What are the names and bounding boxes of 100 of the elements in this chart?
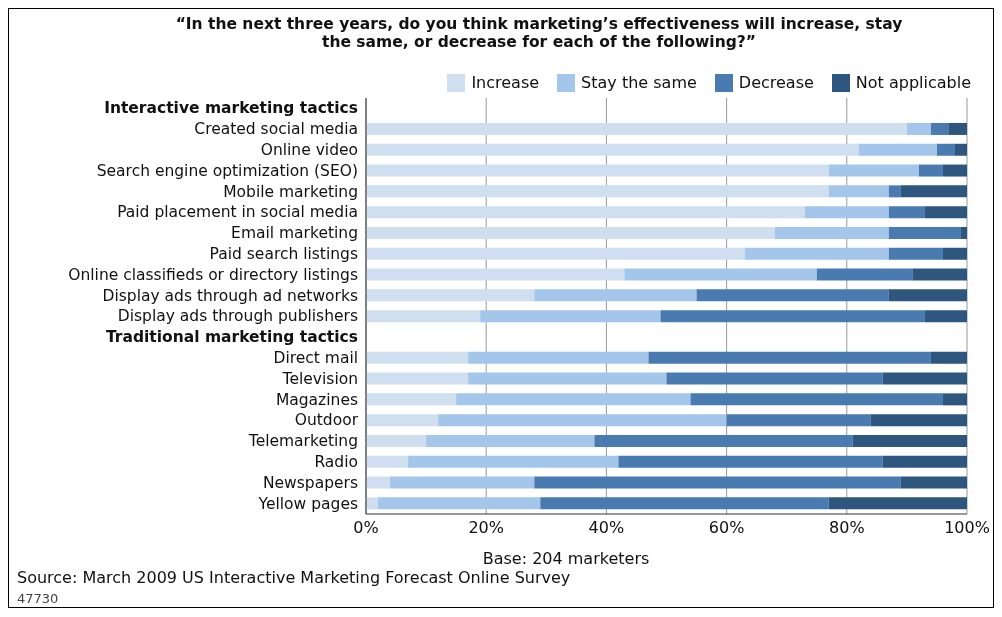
y-tick-label: Direct mail [273, 349, 358, 367]
bar [900, 476, 967, 489]
bar [888, 226, 961, 239]
bar [648, 351, 931, 364]
bar [954, 143, 967, 156]
text: 47730 [16, 591, 60, 606]
bar [660, 310, 925, 323]
text: Base: 204 marketers [481, 549, 651, 568]
bar [924, 310, 967, 323]
x-tick-label: 80% [829, 518, 865, 538]
legend-label: Stay the same [580, 73, 697, 92]
x-tick-label: 100% [944, 518, 990, 538]
bar [366, 268, 625, 281]
legend-label: Increase [470, 73, 540, 92]
bar [390, 476, 535, 489]
bar [828, 185, 889, 198]
bar [534, 289, 697, 302]
bar [690, 393, 943, 406]
chart-title: “In the next three years, do you think marketing’s effectiveness will increase, stay the same, or decrease for each of the following?” [174, 15, 904, 51]
bar [366, 455, 409, 468]
bar [426, 434, 595, 447]
bar [882, 372, 967, 385]
bar [900, 185, 967, 198]
bar [666, 372, 883, 385]
bar [480, 310, 661, 323]
bar [366, 226, 775, 239]
y-tick-label: Display ads through publishers [117, 307, 358, 326]
legend-label: Decrease [737, 73, 814, 92]
bar [948, 122, 967, 135]
bar [774, 226, 889, 239]
bar [618, 455, 883, 468]
bar [366, 372, 469, 385]
bar [828, 164, 919, 177]
bar [888, 247, 943, 260]
y-tick-label: Telemarketing [247, 432, 358, 451]
bar [534, 476, 901, 489]
y-tick-label: Radio [314, 453, 358, 471]
x-tick-label: 40% [588, 518, 625, 538]
x-tick-label: 0% [353, 518, 379, 538]
y-tick-label: Display ads through ad networks [102, 286, 358, 305]
bar [912, 268, 967, 281]
bar [366, 434, 427, 447]
bar [366, 122, 907, 135]
bar [594, 434, 853, 447]
y-tick-label: Interactive marketing tactics [104, 99, 358, 118]
bar [408, 455, 619, 468]
y-tick-label: Paid search listings [209, 245, 358, 263]
y-tick-label: Online video [260, 141, 358, 159]
y-tick-label: Online classifieds or directory listings [68, 265, 358, 284]
bar [852, 434, 967, 447]
bar [882, 455, 967, 468]
bar [960, 226, 967, 239]
bar [888, 185, 901, 198]
x-tick-label: 20% [468, 518, 504, 538]
y-tick-label: Magazines [275, 390, 358, 409]
bar [816, 268, 913, 281]
bar [366, 185, 829, 198]
bar [906, 122, 931, 135]
bar [540, 497, 829, 510]
y-tick-label: Newspapers [262, 473, 358, 492]
bar [366, 289, 535, 302]
bar [930, 122, 949, 135]
bar [366, 247, 745, 260]
bar [726, 414, 871, 427]
y-tick-label: Search engine optimization (SEO) [96, 161, 358, 180]
bar [744, 247, 889, 260]
y-tick-label: Created social media [194, 120, 358, 139]
bar [468, 351, 649, 364]
bar [366, 414, 439, 427]
bar [366, 206, 805, 219]
bar [888, 206, 925, 219]
bar [366, 164, 829, 177]
bar [828, 497, 967, 510]
bar [930, 351, 967, 364]
bar [942, 393, 967, 406]
bar [924, 206, 967, 219]
bar [624, 268, 817, 281]
y-tick-label: Outdoor [294, 411, 359, 430]
y-tick-label: Mobile marketing [223, 182, 358, 201]
y-tick-label: Paid placement in social media [117, 203, 358, 222]
bar [858, 143, 937, 156]
bar [888, 289, 967, 302]
bar [456, 393, 691, 406]
bar [366, 310, 481, 323]
bar [366, 476, 391, 489]
bar [870, 414, 967, 427]
bar [366, 351, 469, 364]
bar [936, 143, 955, 156]
bar [378, 497, 541, 510]
bar [918, 164, 943, 177]
bar [942, 247, 967, 260]
bar [366, 497, 379, 510]
x-tick-label: 60% [708, 518, 745, 538]
bar [942, 164, 967, 177]
y-tick-label: Yellow pages [257, 494, 358, 513]
y-tick-label: Traditional marketing tactics [105, 328, 358, 347]
legend-label: Not applicable [854, 73, 971, 92]
source-note: Source: March 2009 US Interactive Marketing Forecast Online Survey [16, 568, 572, 587]
bar [438, 414, 727, 427]
bar [366, 143, 859, 156]
